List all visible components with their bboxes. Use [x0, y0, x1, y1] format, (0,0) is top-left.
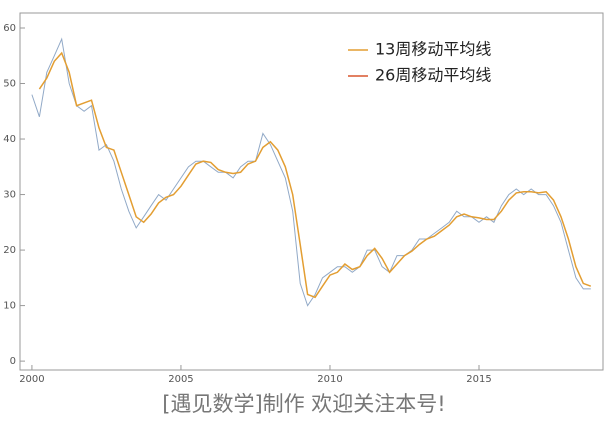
- x-tick-label: 2005: [168, 374, 193, 385]
- series-line: [38, 51, 592, 299]
- plot-frame: [19, 12, 604, 371]
- y-tick-label: 50: [3, 79, 16, 90]
- x-tick-label: 2015: [466, 374, 491, 385]
- y-tick-label: 40: [3, 134, 16, 145]
- y-tick-label: 60: [3, 23, 16, 34]
- legend-label: 26周移动平均线: [375, 66, 491, 85]
- series-line: [31, 37, 591, 307]
- y-tick-label: 30: [3, 190, 16, 201]
- caption: [遇见数学]制作 欢迎关注本号!: [162, 392, 445, 416]
- y-tick-label: 10: [3, 301, 16, 312]
- x-tick-label: 2000: [19, 374, 44, 385]
- legend-label: 13周移动平均线: [375, 40, 491, 59]
- y-tick-label: 20: [3, 245, 16, 256]
- y-tick-label: 0: [10, 356, 16, 367]
- x-tick-label: 2010: [317, 374, 342, 385]
